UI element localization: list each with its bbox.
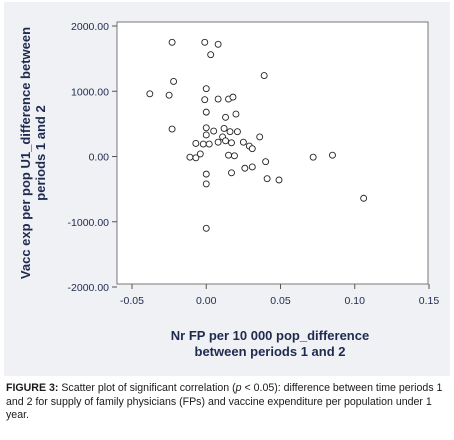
x-tick-label: -0.05 [120,295,144,307]
data-point [360,194,368,202]
data-point [170,78,178,85]
x-tick-label: 0.05 [270,295,291,307]
caption-p-symbol: p [235,382,242,394]
data-point [192,139,200,147]
data-point [228,169,235,177]
data-point [202,85,210,93]
caption-text-end: < 0.05): difference between time periods… [6,382,443,421]
x-axis-title-line-2: between periods 1 and 2 [195,344,346,359]
data-point [205,140,213,148]
y-tick-label: 0.00 [89,152,110,164]
data-point [248,163,256,171]
data-point [202,124,210,132]
data-point [214,138,222,146]
data-point [309,153,317,161]
data-point [202,170,210,178]
data-point [202,180,210,188]
data-point [263,175,271,183]
data-point [233,128,241,136]
x-axis-ticks: -0.05 0.00 0.05 0.10 0.15 [120,284,439,307]
data-point [168,125,176,133]
data-point [202,131,210,139]
data-point [256,133,264,141]
data-point [202,108,210,116]
data-point [192,154,200,162]
data-point [186,153,194,161]
y-axis-ticks: 2000.00 1000.00 0.00 -1000.00 -2000.00 [68,21,117,294]
plot-area [116,21,429,285]
y-axis-title-line-1: Vacc exp per pop U1_difference between [18,27,33,279]
data-point [222,137,230,145]
figure-label: FIGURE 3: [6,382,59,394]
data-point [262,158,270,166]
data-point [239,138,247,146]
data-point [201,96,209,104]
data-point [225,151,232,159]
data-point [165,91,173,99]
data-point [222,113,230,121]
scatter-plot: 2000.00 1000.00 0.00 -1000.00 -2000.00 -0.05… [18,21,439,359]
data-point [228,139,235,147]
data-point [220,124,228,132]
y-tick-label: -2000.00 [68,282,110,294]
y-tick-label: 1000.00 [71,86,109,98]
data-point [207,51,215,59]
data-point [201,38,209,46]
data-point [214,40,222,48]
x-tick-label: 0.15 [419,295,440,307]
data-point [214,95,222,103]
y-tick-label: -1000.00 [68,217,110,229]
x-tick-label: 0.10 [345,295,366,307]
figure-caption: FIGURE 3: Scatter plot of significant co… [6,382,446,423]
data-point [196,150,204,158]
y-axis-title-line-2: periods 1 and 2 [33,105,48,200]
x-axis-title-line-1: Nr FP per 10 000 pop_difference [171,328,369,343]
x-tick-label: 0.00 [196,295,217,307]
data-point [329,151,336,159]
data-point [248,145,256,153]
data-point [210,127,218,135]
y-tick-label: 2000.00 [71,21,109,33]
data-point [231,152,238,160]
data-point [146,90,154,98]
data-point [202,224,210,232]
data-point [168,38,176,46]
data-point [229,93,237,101]
data-point [241,164,249,172]
data-point [226,128,234,136]
figure-frame: 2000.00 1000.00 0.00 -1000.00 -2000.00 -0.05… [4,2,450,376]
data-point [232,110,240,118]
data-point [260,72,268,80]
data-point [199,140,207,148]
caption-text-start: Scatter plot of significant correlation … [58,382,236,394]
data-points [146,38,368,232]
data-point [275,176,283,184]
